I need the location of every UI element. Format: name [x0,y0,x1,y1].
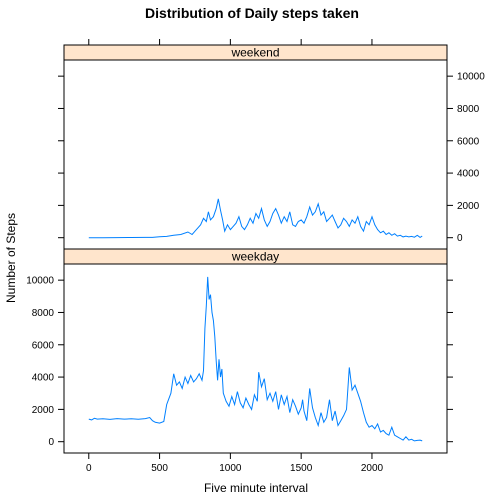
y-tick-label-weekend: 6000 [457,136,480,147]
y-tick-label-weekday: 6000 [32,340,55,351]
panel-weekend: weekend 0 2000 4000 6000 8000 10000 [58,44,485,250]
panels-group: weekend0200040006000800010000weekday0200… [26,39,485,474]
x-axis-label: Five minute interval [204,481,308,495]
strip-label-weekend: weekend [230,46,279,60]
series-line-weekday [88,276,423,442]
x-tick-label: 1500 [290,463,313,474]
y-tick-label-weekend: 4000 [457,169,480,180]
y-tick-label-weekday: 10000 [26,276,54,287]
plot-frame-weekday [63,263,448,454]
x-tick-label: 500 [151,463,168,474]
x-tick-label: 0 [86,463,92,474]
strip-label-weekday: weekday [231,250,279,264]
y-tick-label-weekend: 8000 [457,104,480,115]
y-axis-label: Number of Steps [4,213,18,303]
y-tick-label-weekday: 0 [48,437,54,448]
x-tick-label: 2000 [361,463,384,474]
plot-frame-weekend [63,59,448,250]
series-line-weekend [88,198,423,239]
y-tick-label-weekday: 2000 [32,405,55,416]
y-tick-label-weekend: 2000 [457,201,480,212]
panel-weekday: weekday 0 2000 4000 6000 8000 10000 [26,248,453,454]
x-tick-label: 1000 [219,463,242,474]
y-tick-label-weekend: 10000 [457,72,485,83]
chart-title: Distribution of Daily steps taken [145,5,359,21]
y-tick-label-weekday: 8000 [32,308,55,319]
y-tick-label-weekday: 4000 [32,373,55,384]
y-tick-label-weekend: 0 [457,233,463,244]
